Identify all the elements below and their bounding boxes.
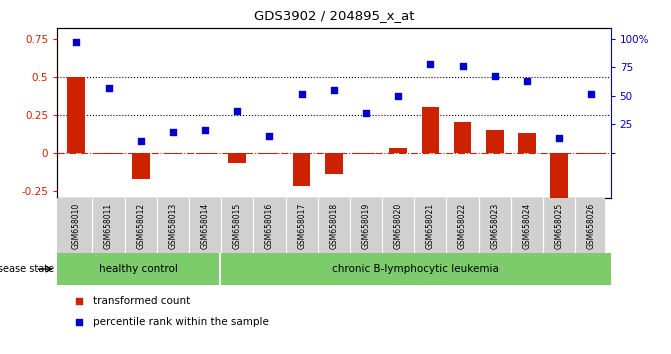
Text: GSM658017: GSM658017: [297, 202, 306, 249]
Bar: [228, 153, 246, 163]
Point: [586, 91, 597, 96]
Point: [554, 135, 564, 141]
Point: [168, 130, 178, 135]
Point: [393, 93, 403, 99]
Text: GSM658026: GSM658026: [587, 202, 596, 249]
Point: [136, 138, 146, 144]
Text: GSM658021: GSM658021: [426, 202, 435, 249]
Bar: [518, 133, 535, 153]
Point: [232, 108, 243, 114]
Bar: [389, 148, 407, 153]
Text: transformed count: transformed count: [93, 296, 191, 307]
Text: GSM658011: GSM658011: [104, 202, 113, 249]
Point: [71, 40, 82, 45]
Text: GSM658019: GSM658019: [362, 202, 370, 249]
Point: [425, 61, 435, 67]
Bar: [196, 153, 214, 154]
Bar: [68, 77, 85, 153]
Text: percentile rank within the sample: percentile rank within the sample: [93, 316, 269, 327]
Point: [329, 87, 339, 93]
Bar: [582, 153, 600, 154]
Bar: [57, 253, 220, 285]
Text: GSM658018: GSM658018: [329, 202, 338, 249]
Text: GDS3902 / 204895_x_at: GDS3902 / 204895_x_at: [254, 9, 414, 22]
Text: GSM658015: GSM658015: [233, 202, 242, 249]
Text: GSM658013: GSM658013: [168, 202, 177, 249]
Text: GSM658025: GSM658025: [555, 202, 564, 249]
Bar: [325, 153, 343, 174]
Text: disease state: disease state: [0, 264, 54, 274]
Bar: [293, 153, 311, 186]
Bar: [421, 107, 440, 153]
Text: GSM658016: GSM658016: [265, 202, 274, 249]
Point: [74, 319, 85, 325]
Point: [489, 74, 500, 79]
Text: chronic B-lymphocytic leukemia: chronic B-lymphocytic leukemia: [331, 264, 499, 274]
Text: healthy control: healthy control: [99, 264, 178, 274]
Bar: [357, 153, 375, 154]
Point: [297, 91, 307, 96]
Bar: [550, 153, 568, 198]
Bar: [132, 153, 150, 178]
Text: GSM658022: GSM658022: [458, 202, 467, 249]
Bar: [220, 253, 611, 285]
Text: GSM658023: GSM658023: [491, 202, 499, 249]
Point: [521, 78, 532, 84]
Point: [200, 127, 211, 133]
Bar: [260, 153, 278, 154]
Point: [457, 63, 468, 69]
Point: [360, 110, 371, 116]
Point: [74, 298, 85, 304]
Text: GSM658020: GSM658020: [394, 202, 403, 249]
Text: GSM658012: GSM658012: [136, 202, 145, 249]
Text: GSM658024: GSM658024: [523, 202, 531, 249]
Bar: [454, 122, 472, 153]
Text: GSM658014: GSM658014: [201, 202, 209, 249]
Bar: [100, 153, 117, 154]
Point: [103, 85, 114, 91]
Point: [264, 133, 275, 138]
Text: GSM658010: GSM658010: [72, 202, 81, 249]
Bar: [486, 130, 504, 153]
Bar: [164, 153, 182, 154]
